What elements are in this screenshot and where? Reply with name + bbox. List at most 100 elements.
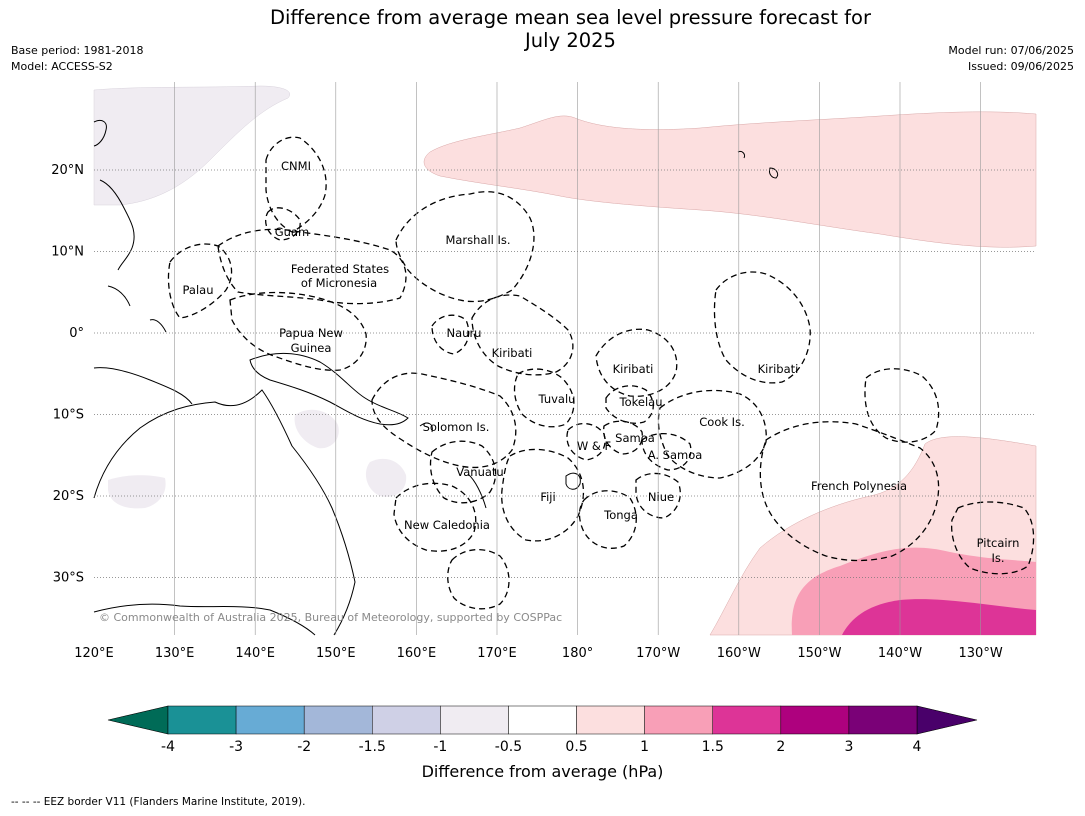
label-kiribati-east: Kiribati <box>758 362 799 376</box>
colorbar-tick-label: -0.5 <box>495 739 522 755</box>
eez-guam <box>265 207 301 241</box>
eez-tonga <box>578 490 637 549</box>
eez-new-caledonia <box>393 482 477 552</box>
anomaly-negative-south-2 <box>108 475 166 509</box>
model-run: Model run: 07/06/2025 <box>948 44 1074 57</box>
map-title: Difference from average mean sea level p… <box>0 6 1085 52</box>
eez-fsm <box>217 228 407 305</box>
colorbar-tick-label: -1.5 <box>359 739 386 755</box>
longitude-labels: 120°E 130°E 140°E 150°E 160°E 170°E 180° 170°W 1… <box>74 646 1003 661</box>
colorbar-bin <box>372 705 441 735</box>
colorbar-tick-label: -3 <box>229 739 243 755</box>
eez-tuvalu <box>513 368 575 428</box>
lon-tick-label: 120°E <box>74 646 114 661</box>
lon-tick-label: 160°E <box>397 646 437 661</box>
eez-kiribati-east <box>713 271 811 384</box>
lon-tick-label: 140°W <box>878 646 922 661</box>
label-new-caledonia: New Caledonia <box>404 518 490 532</box>
colorbar-bin <box>848 705 918 735</box>
anomaly-negative-coral-sea <box>294 409 339 449</box>
eez-french-polynesia <box>759 421 940 562</box>
anomaly-positive-southeast-3 <box>842 599 1036 635</box>
issued-date: Issued: 09/06/2025 <box>967 60 1074 73</box>
eez-borders <box>167 136 1035 610</box>
eez-fiji <box>501 448 585 542</box>
graticule <box>94 82 1036 635</box>
map-area: CNMI Guam Marshall Is. Federated States … <box>93 82 1037 636</box>
colorbar-tick-label: 1.5 <box>702 739 724 755</box>
eez-solomon <box>371 372 517 469</box>
anomaly-positive-north <box>423 111 1037 248</box>
label-kiribati-central: Kiribati <box>613 362 654 376</box>
label-tuvalu: Tuvalu <box>538 392 576 406</box>
eez-png <box>229 291 367 371</box>
land-outlines <box>93 119 779 636</box>
copyright-text: © Commonwealth of Australia 2025, Bureau… <box>99 611 562 624</box>
eez-wallis-futuna <box>566 423 606 461</box>
label-american-samoa: A. Samoa <box>648 448 703 462</box>
colorbar-tick-label: -4 <box>161 739 175 755</box>
colorbar-tick-label: 1 <box>640 739 649 755</box>
eez-norfolk <box>447 549 510 610</box>
label-niue: Niue <box>648 490 674 504</box>
label-palau: Palau <box>183 283 214 297</box>
anomaly-negative-south-1 <box>365 458 407 497</box>
colorbar: -4 -3 -2 -1.5 -1 -0.5 0.5 1 1.5 2 3 4 <box>107 705 978 755</box>
meta-left: Base period: 1981-2018 Model: ACCESS-S2 <box>11 43 143 75</box>
colorbar-bin <box>167 705 237 735</box>
colorbar-tick-label: 0.5 <box>565 739 587 755</box>
colorbar-tick-label: -2 <box>297 739 311 755</box>
lon-tick-label: 170°E <box>477 646 517 661</box>
colorbar-bin <box>576 705 645 735</box>
meta-right: Model run: 07/06/2025 Issued: 09/06/2025 <box>948 43 1074 75</box>
colorbar-tick-label: -1 <box>433 739 447 755</box>
lat-tick-label: 0° <box>69 326 84 341</box>
model-name: Model: ACCESS-S2 <box>11 60 113 73</box>
colorbar-bin <box>712 705 782 735</box>
label-kiribati-west: Kiribati <box>492 346 533 360</box>
lon-tick-label: 170°W <box>636 646 680 661</box>
eez-vanuatu <box>429 440 497 504</box>
colorbar-bin <box>235 705 305 735</box>
eez-marshall <box>395 191 535 303</box>
eez-palau <box>167 243 233 319</box>
label-of-micronesia: of Micronesia <box>301 276 377 290</box>
label-guam: Guam <box>275 225 309 239</box>
eez-kiribati-line <box>864 368 940 443</box>
label-guinea: Guinea <box>291 341 332 355</box>
lat-tick-label: 20°N <box>51 163 84 178</box>
lat-tick-label: 10°S <box>53 408 84 423</box>
lon-tick-label: 150°W <box>797 646 841 661</box>
lon-tick-label: 140°E <box>235 646 275 661</box>
label-tokelau: Tokelau <box>619 395 663 409</box>
label-federated-states: Federated States <box>291 262 389 276</box>
base-period: Base period: 1981-2018 <box>11 44 144 57</box>
colorbar-bin <box>780 705 850 735</box>
colorbar-tick-label: 2 <box>776 739 785 755</box>
lon-tick-label: 130°W <box>959 646 1003 661</box>
lat-tick-label: 20°S <box>53 489 84 504</box>
lon-tick-label: 160°W <box>717 646 761 661</box>
lat-tick-label: 30°S <box>53 571 84 586</box>
label-fiji: Fiji <box>540 490 555 504</box>
eez-pitcairn <box>950 501 1035 575</box>
label-samoa: Samoa <box>615 431 655 445</box>
label-french-polynesia: French Polynesia <box>811 479 907 493</box>
region-labels: CNMI Guam Marshall Is. Federated States … <box>183 159 1020 565</box>
latitude-labels: 20°N 10°N 0° 10°S 20°S 30°S <box>51 163 84 586</box>
label-cook-islands: Cook Is. <box>699 415 744 429</box>
label-vanuatu: Vanuatu <box>456 465 503 479</box>
label-pitcairn: Pitcairn <box>977 536 1020 550</box>
label-cnmi: CNMI <box>281 159 311 173</box>
eez-kiribati-west <box>471 294 574 376</box>
eez-am-samoa <box>641 433 692 471</box>
colorbar-tick-label: 3 <box>844 739 853 755</box>
colorbar-bin <box>440 705 509 735</box>
colorbar-label: Difference from average (hPa) <box>421 762 664 781</box>
label-tonga: Tonga <box>603 508 638 522</box>
colorbar-bin <box>508 705 577 735</box>
lat-tick-label: 10°N <box>51 245 84 260</box>
anomaly-negative-northwest <box>93 85 290 206</box>
label-solomon-islands: Solomon Is. <box>423 420 490 434</box>
